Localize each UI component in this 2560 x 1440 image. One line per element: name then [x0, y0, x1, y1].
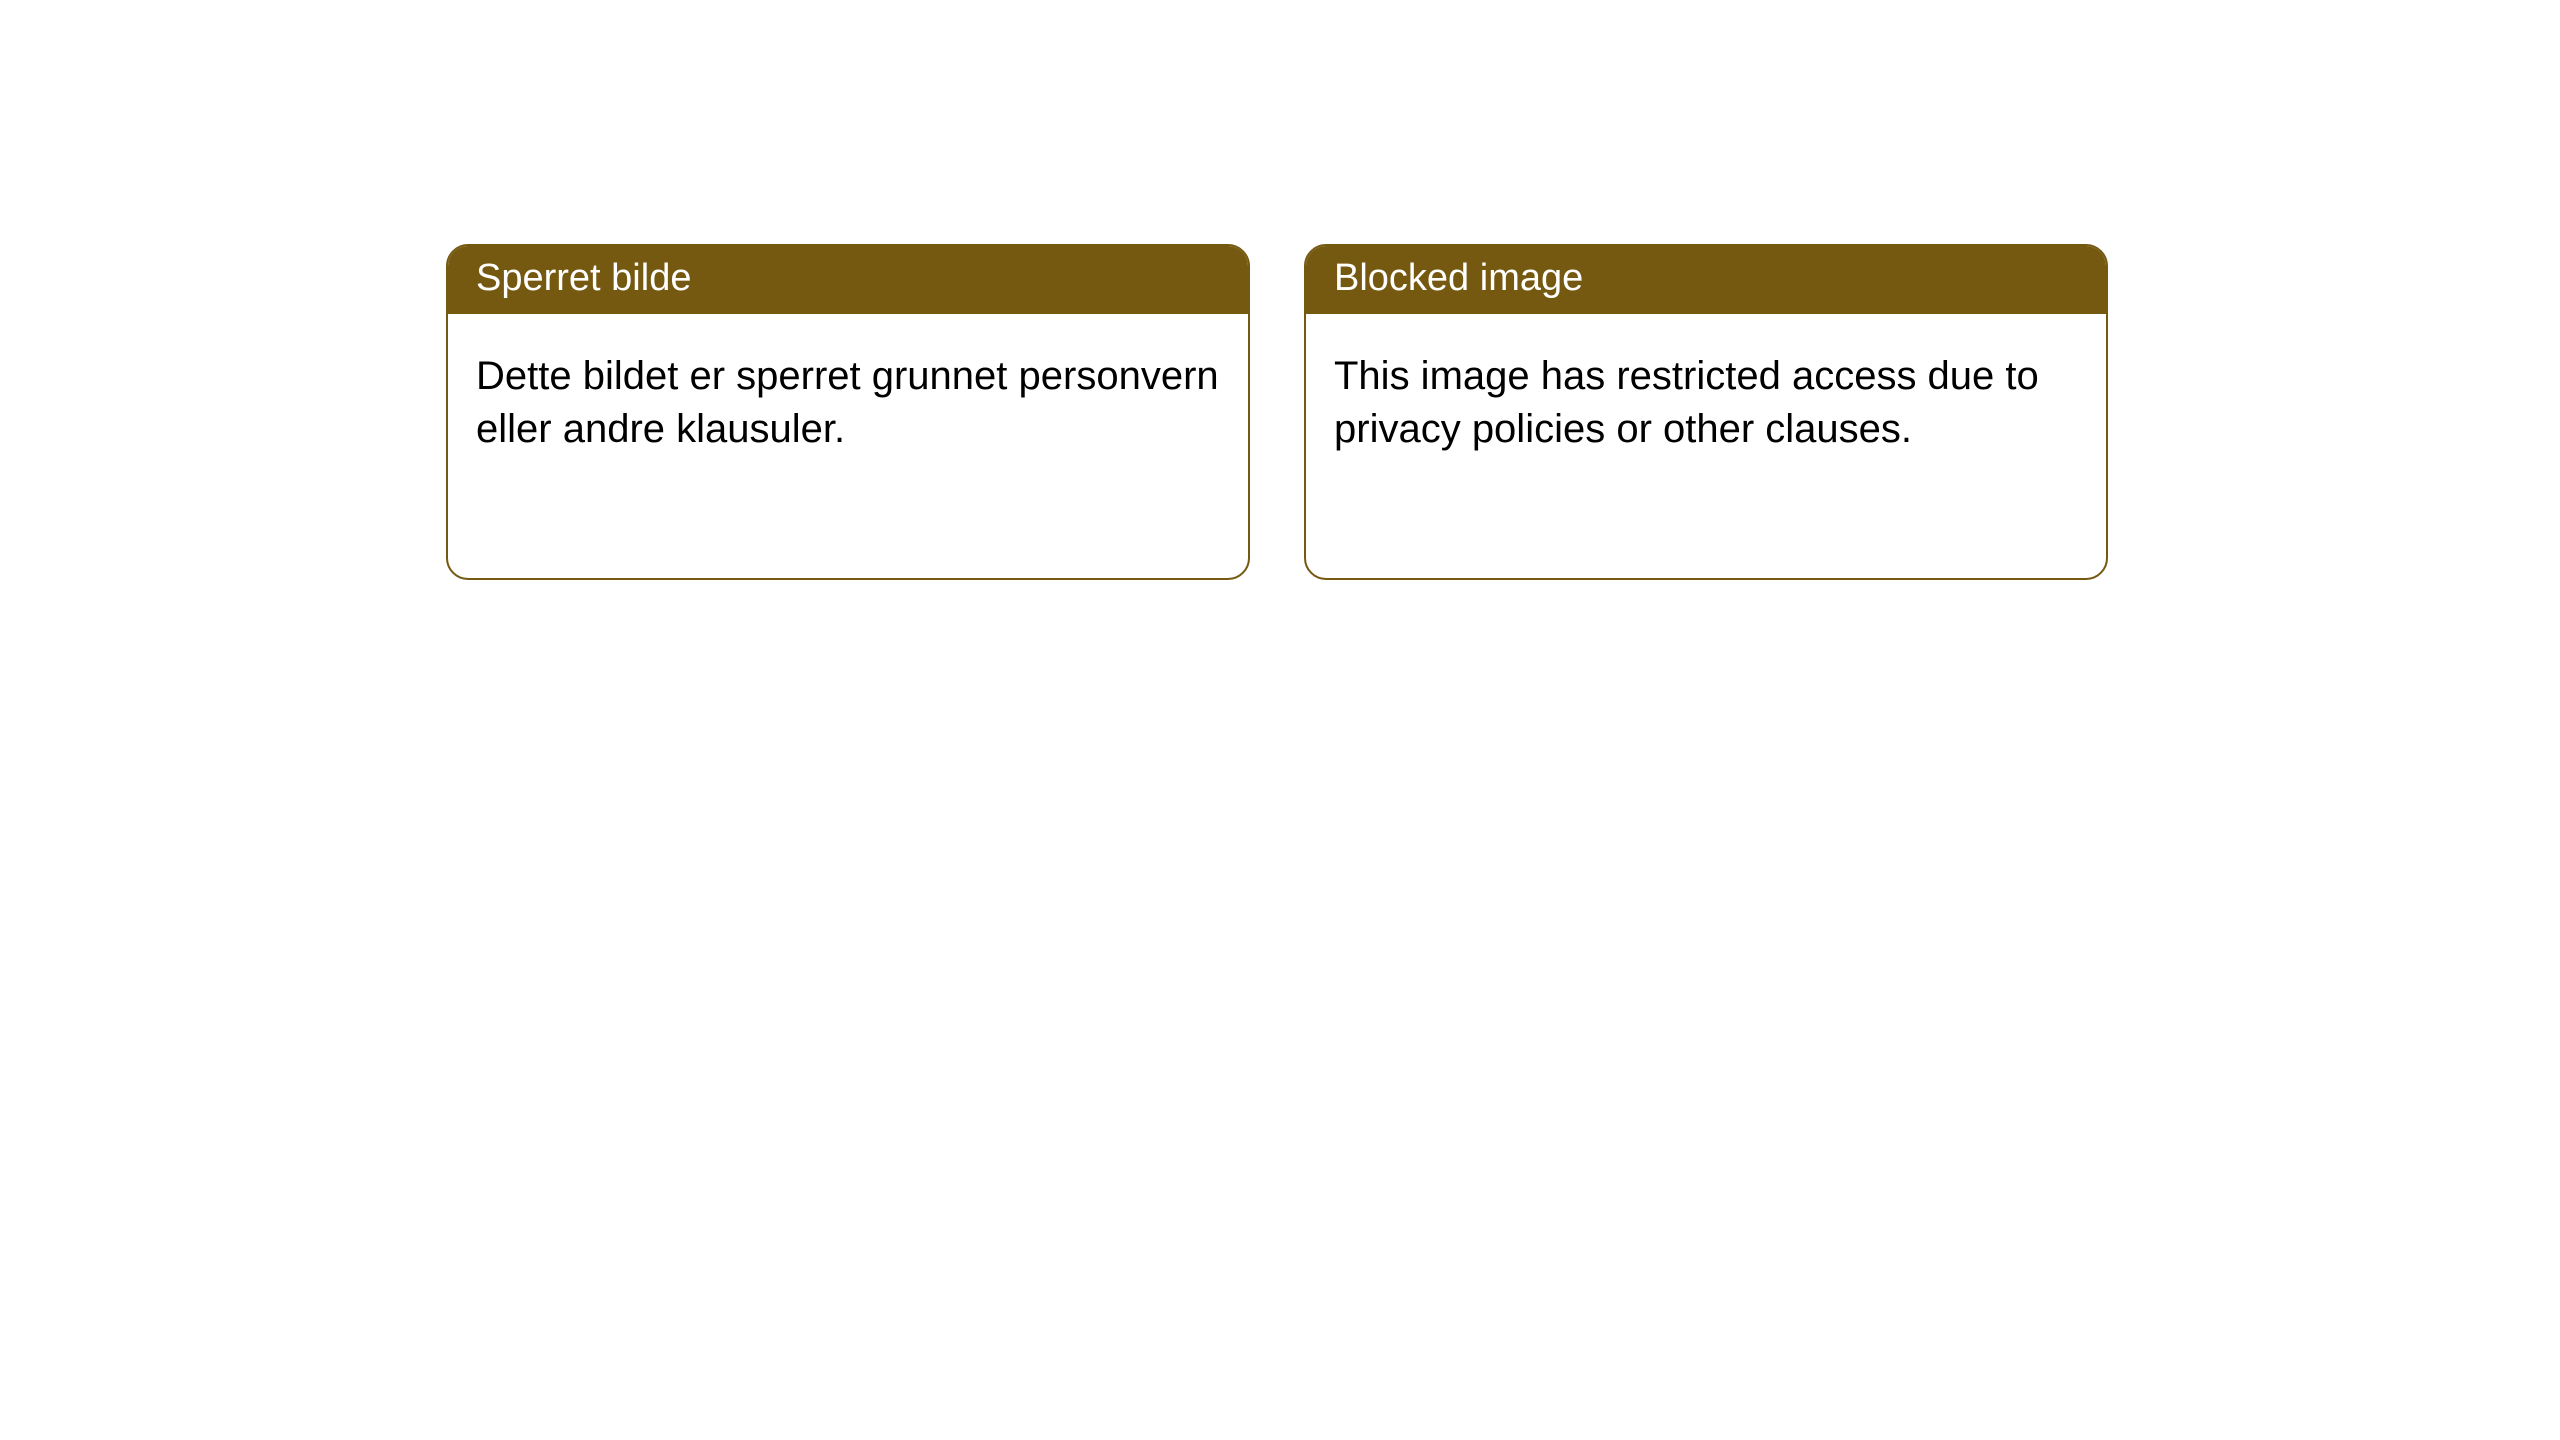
notice-body-en: This image has restricted access due to … — [1306, 314, 2106, 484]
notice-body-no: Dette bildet er sperret grunnet personve… — [448, 314, 1248, 484]
notice-header-no: Sperret bilde — [448, 246, 1248, 314]
notice-container: Sperret bilde Dette bildet er sperret gr… — [0, 0, 2560, 580]
notice-header-en: Blocked image — [1306, 246, 2106, 314]
notice-card-no: Sperret bilde Dette bildet er sperret gr… — [446, 244, 1250, 580]
notice-card-en: Blocked image This image has restricted … — [1304, 244, 2108, 580]
